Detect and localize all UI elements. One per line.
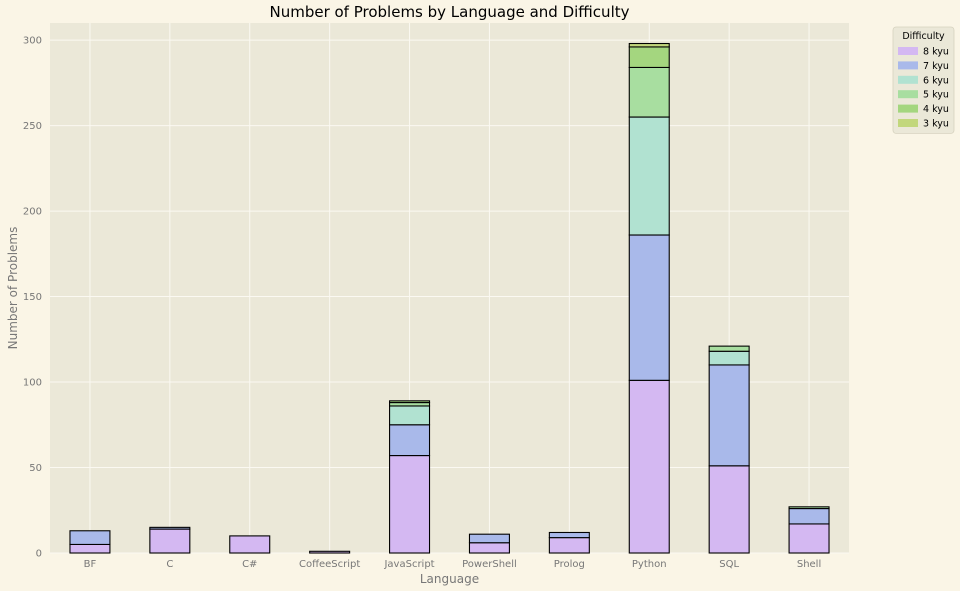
bar-segment — [788, 507, 830, 525]
bar-segment — [628, 66, 670, 118]
bar-segment — [69, 530, 111, 546]
bar-segment — [788, 523, 830, 554]
x-tick-label: BF — [84, 559, 97, 570]
bar-segment — [708, 465, 750, 554]
bar-segment — [628, 379, 670, 554]
y-tick-label: 150 — [23, 292, 42, 303]
bar-segment — [389, 400, 431, 404]
y-tick-label: 250 — [23, 121, 42, 132]
legend-swatch — [898, 75, 918, 84]
x-tick-label: PowerShell — [462, 559, 517, 570]
x-axis-label: Language — [420, 572, 479, 586]
x-tick-label: Python — [632, 559, 667, 570]
x-tick-label: Prolog — [554, 559, 585, 570]
legend-label: 6 kyu — [923, 75, 949, 86]
legend-label: 5 kyu — [923, 90, 949, 101]
bar-segment — [628, 42, 670, 48]
bar-segment — [468, 533, 510, 544]
bar-segment — [628, 116, 670, 236]
bar-segment — [628, 46, 670, 69]
chart-title: Number of Problems by Language and Diffi… — [269, 3, 629, 21]
x-tick-label: CoffeeScript — [299, 559, 360, 570]
bar-segment — [389, 405, 431, 426]
legend-swatch — [898, 104, 918, 113]
y-tick-label: 100 — [23, 378, 42, 389]
legend-items: 8 kyu 7 kyu 6 kyu 5 kyu 4 kyu 3 kyu — [898, 47, 949, 130]
x-tick-label: SQL — [719, 559, 739, 570]
legend-label: 4 kyu — [923, 104, 949, 115]
legend-label: 7 kyu — [923, 61, 949, 72]
y-tick-label: 200 — [23, 207, 42, 218]
bar-segment — [149, 528, 191, 554]
bar-segment — [628, 234, 670, 381]
y-tick-label: 50 — [29, 463, 42, 474]
x-tick-label: JavaScript — [383, 559, 434, 570]
bar-segment — [389, 424, 431, 457]
legend-swatch — [898, 61, 918, 70]
bar-segment — [309, 550, 351, 554]
bar-segment — [149, 526, 191, 530]
bar-segment — [229, 535, 271, 554]
legend-swatch — [898, 47, 918, 55]
legend-swatch — [898, 90, 918, 99]
x-tick-label: C — [166, 559, 173, 570]
bar-segment — [548, 537, 590, 554]
bar-segment — [708, 364, 750, 467]
legend-swatch — [898, 119, 918, 127]
bar-segment — [69, 543, 111, 554]
bar-segment — [708, 345, 750, 352]
x-tick-label: Shell — [797, 559, 821, 570]
y-tick-labels: 0 50 100 150 200 250 300 — [23, 36, 42, 560]
bar-segment — [708, 350, 750, 366]
bar-segment — [788, 506, 830, 510]
legend: Difficulty 8 kyu 7 kyu 6 kyu 5 kyu 4 kyu 3 ky… — [892, 26, 955, 134]
legend-label: 8 kyu — [923, 47, 949, 58]
legend-label: 3 kyu — [923, 119, 949, 130]
bar-segment — [468, 542, 510, 554]
y-tick-label: 300 — [23, 36, 42, 47]
x-tick-labels: BF C C# CoffeeScript JavaScript PowerShell Pro… — [84, 559, 822, 570]
y-tick-label: 0 — [36, 549, 42, 560]
x-tick-label: C# — [242, 559, 257, 570]
bars — [69, 42, 830, 554]
legend-title: Difficulty — [902, 31, 945, 42]
bar-segment — [389, 454, 431, 554]
y-axis-label: Number of Problems — [6, 227, 20, 350]
bar-segment — [548, 531, 590, 539]
